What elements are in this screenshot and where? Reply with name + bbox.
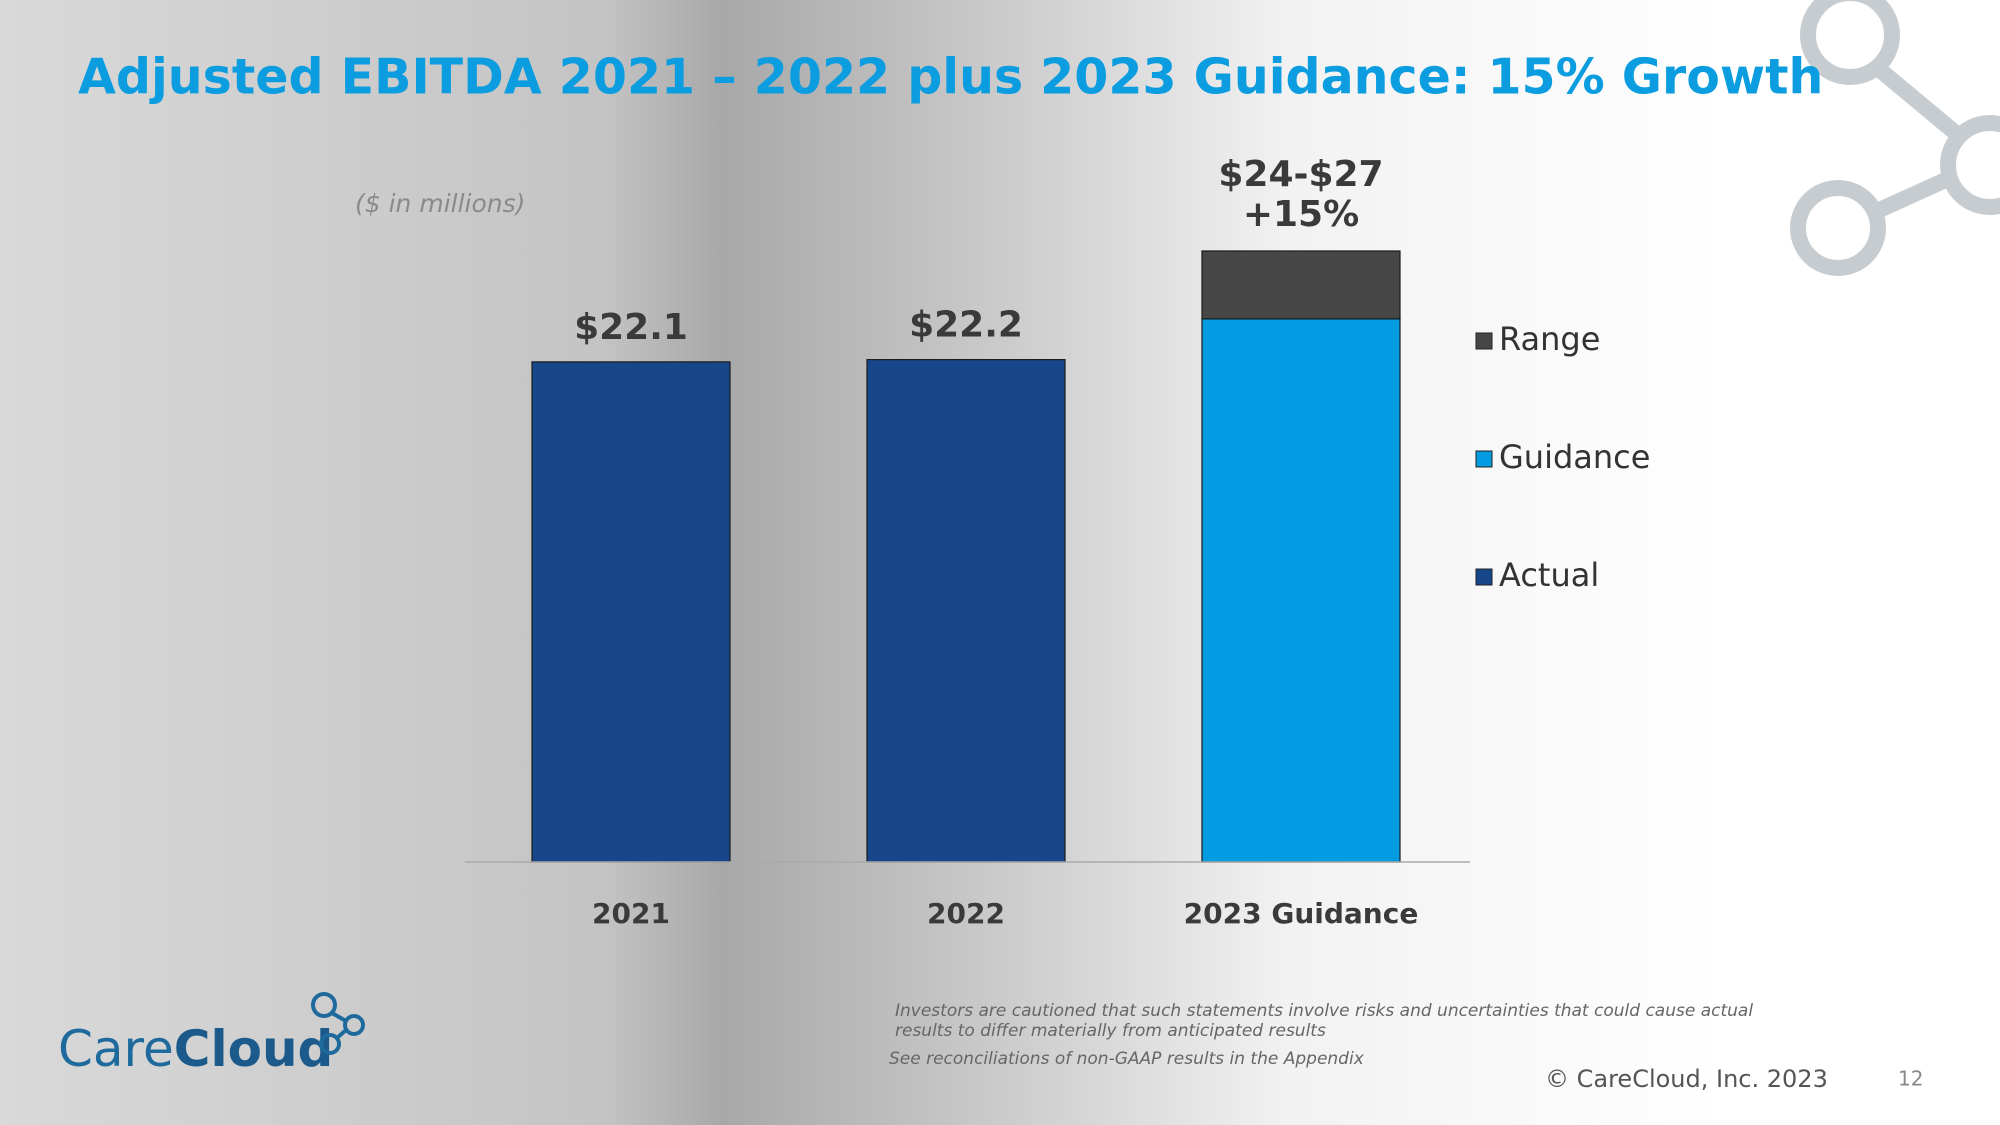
logo-part: Care xyxy=(58,1020,174,1078)
x-tick-label: 2022 xyxy=(927,897,1005,930)
bar xyxy=(1201,250,1401,320)
x-tick-label: 2021 xyxy=(592,897,670,930)
title: Adjusted EBITDA 2021 – 2022 plus 2023 Gu… xyxy=(78,49,1823,106)
chart: $22.1 2021 $22.2 2022 $24-$27+15% 2023 Guidan… xyxy=(465,154,1650,930)
logo-part: Cloud xyxy=(174,1020,334,1078)
bar xyxy=(531,361,731,863)
bar xyxy=(1201,318,1401,863)
footnote: Investors are cautioned that such statem… xyxy=(895,1001,1753,1021)
copyright: © CareCloud, Inc. 2023 xyxy=(1545,1065,1828,1093)
decor-molecule xyxy=(1790,0,2000,276)
footnote: See reconciliations of non-GAAP results … xyxy=(889,1049,1365,1069)
legend-swatch xyxy=(1475,332,1493,350)
legend-swatch xyxy=(1475,568,1493,586)
legend-swatch xyxy=(1475,450,1493,468)
legend-label: Actual xyxy=(1499,556,1599,594)
background xyxy=(0,0,1720,1125)
bar xyxy=(866,359,1066,863)
value-label: $22.2 xyxy=(909,305,1023,346)
logo-icon xyxy=(311,992,365,1055)
x-tick-label: 2023 Guidance xyxy=(1184,897,1419,930)
footnote: results to differ materially from antici… xyxy=(895,1021,1326,1041)
page-number: 12 xyxy=(1898,1067,1923,1091)
value-label: $24-$27 xyxy=(1218,154,1383,195)
value-label: $22.1 xyxy=(574,307,688,348)
legend-label: Range xyxy=(1499,320,1600,358)
background-right xyxy=(1720,0,2000,1125)
unit-note: ($ in millions) xyxy=(355,189,525,218)
legend-label: Guidance xyxy=(1499,438,1650,476)
logo: CareCloud xyxy=(58,1020,333,1078)
value-label: +15% xyxy=(1243,194,1359,235)
